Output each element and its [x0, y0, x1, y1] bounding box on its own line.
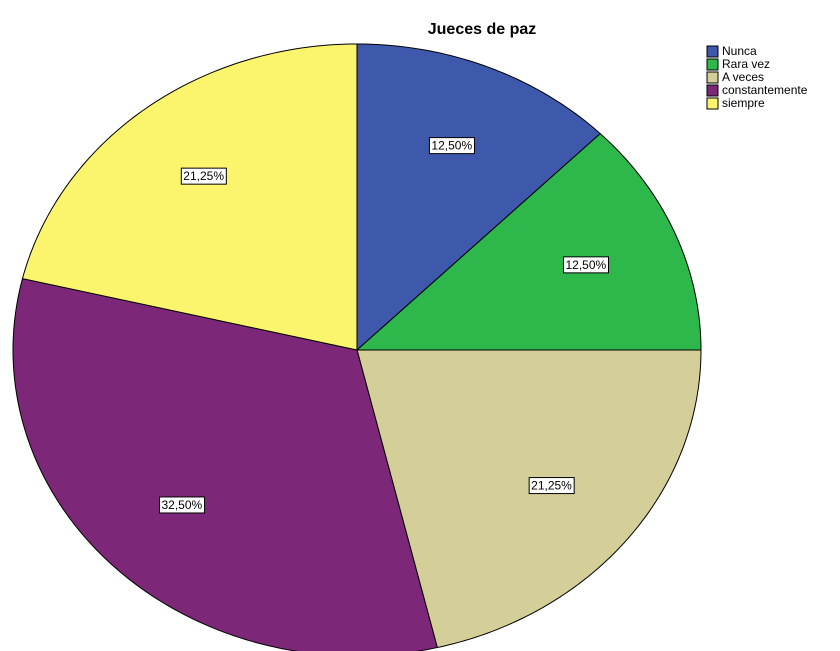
data-label-box	[180, 167, 227, 185]
legend-label: Rara vez	[722, 57, 770, 71]
data-label: 32,50%	[162, 498, 203, 512]
data-label-box	[428, 137, 475, 155]
data-label-box	[159, 496, 206, 514]
data-label-box	[562, 256, 610, 274]
legend-swatch	[706, 71, 719, 84]
legend-label: A veces	[722, 70, 764, 84]
chart-title: Jueces de paz	[428, 21, 537, 38]
data-label-box	[528, 477, 575, 495]
data-label: 21,25%	[531, 479, 572, 493]
legend-swatch	[706, 97, 719, 110]
legend-label: siempre	[722, 96, 765, 110]
pie-slice	[21, 43, 358, 351]
data-label: 12,50%	[431, 139, 472, 153]
data-label: 21,25%	[183, 169, 224, 183]
pie-slice	[356, 349, 702, 649]
pie-slice	[355, 132, 702, 351]
pie-slice	[12, 277, 438, 651]
pie-slice	[356, 43, 601, 352]
legend-label: constantemente	[722, 83, 808, 97]
legend-label: Nunca	[722, 44, 757, 58]
legend-swatch	[706, 84, 719, 97]
data-label: 12,50%	[565, 258, 606, 272]
legend-swatch	[706, 58, 719, 71]
legend-swatch	[706, 45, 719, 58]
